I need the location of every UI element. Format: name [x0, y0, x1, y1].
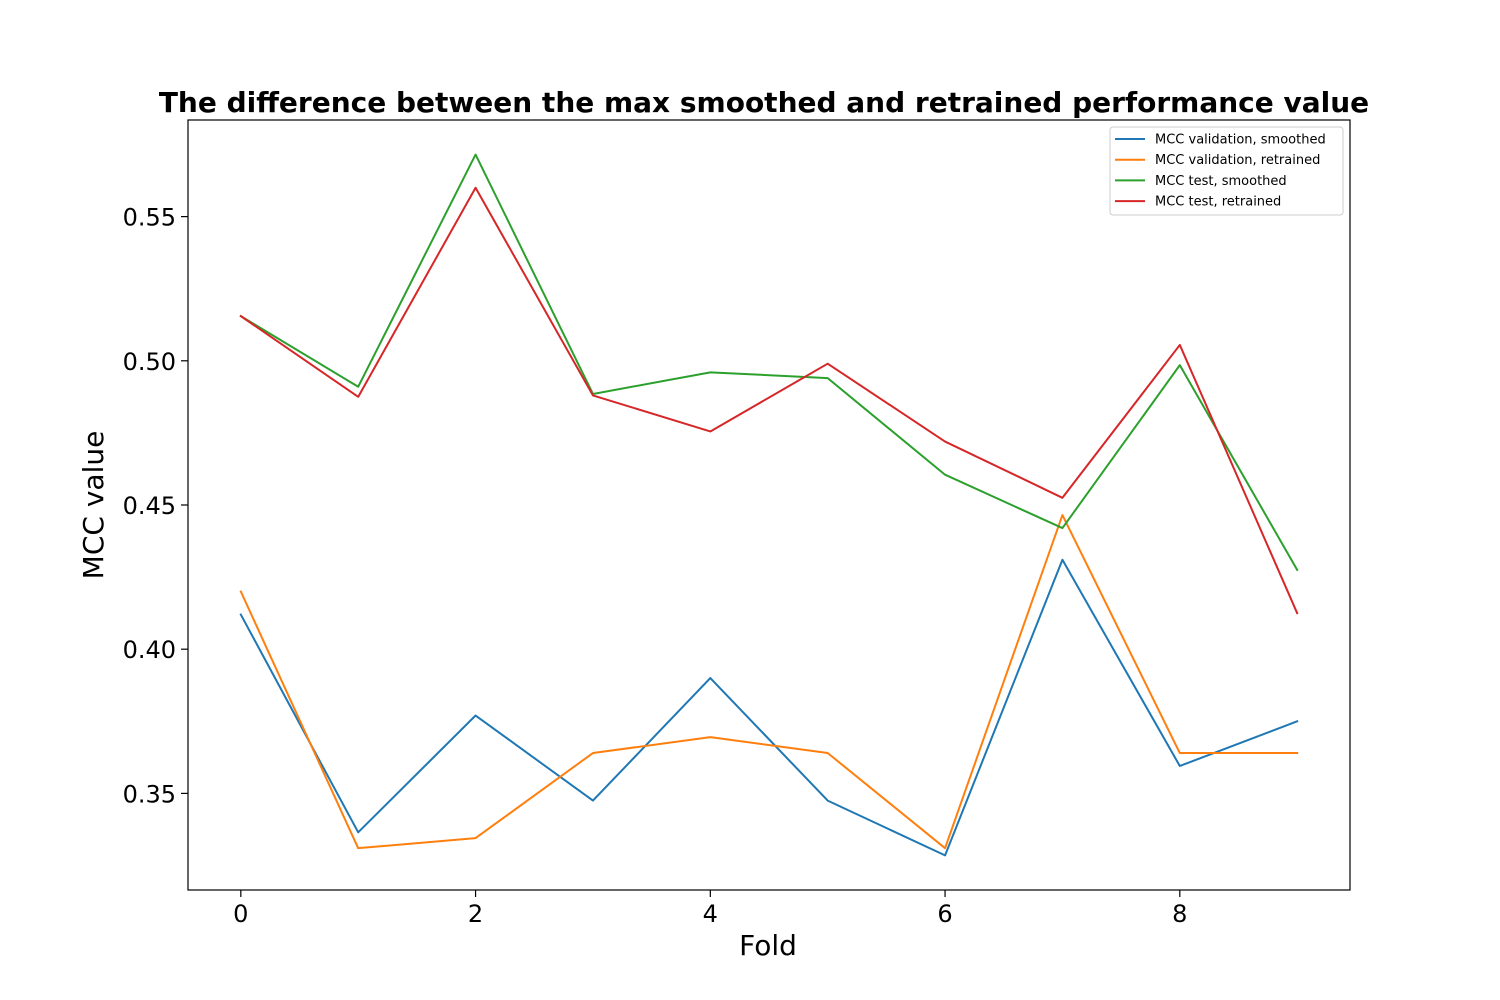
x-axis-label: Fold	[739, 929, 797, 962]
legend-box	[1109, 126, 1344, 216]
series-line-1	[239, 558, 1299, 857]
x-axis: 0 2 4 6 8	[233, 890, 1187, 928]
y-axis-label: MCC value	[77, 431, 110, 580]
series-line-4	[239, 186, 1299, 615]
y-axis: 0.35 0.40 0.45 0.50 0.55	[123, 204, 188, 808]
x-tick-label: 0	[233, 900, 248, 928]
legend-label: MCC validation, smoothed	[1155, 133, 1326, 148]
series-layer	[239, 153, 1299, 857]
legend-label: MCC test, retrained	[1155, 195, 1281, 210]
x-tick-label: 8	[1172, 900, 1187, 928]
y-tick-label: 0.55	[123, 204, 176, 232]
x-tick-label: 6	[937, 900, 952, 928]
y-tick-label: 0.35	[123, 780, 176, 808]
legend: MCC validation, smoothed MCC validation, …	[1109, 126, 1344, 216]
series-line-3	[239, 153, 1299, 572]
x-tick-label: 4	[703, 900, 718, 928]
x-tick-label: 2	[468, 900, 483, 928]
y-tick-label: 0.50	[123, 348, 176, 376]
series-line-2	[239, 514, 1299, 850]
legend-label: MCC validation, retrained	[1155, 153, 1320, 168]
plot-area	[188, 120, 1350, 890]
chart-title: The difference between the max smoothed …	[159, 86, 1369, 119]
legend-label: MCC test, smoothed	[1155, 174, 1287, 189]
y-tick-label: 0.45	[123, 492, 176, 520]
y-tick-label: 0.40	[123, 636, 176, 664]
